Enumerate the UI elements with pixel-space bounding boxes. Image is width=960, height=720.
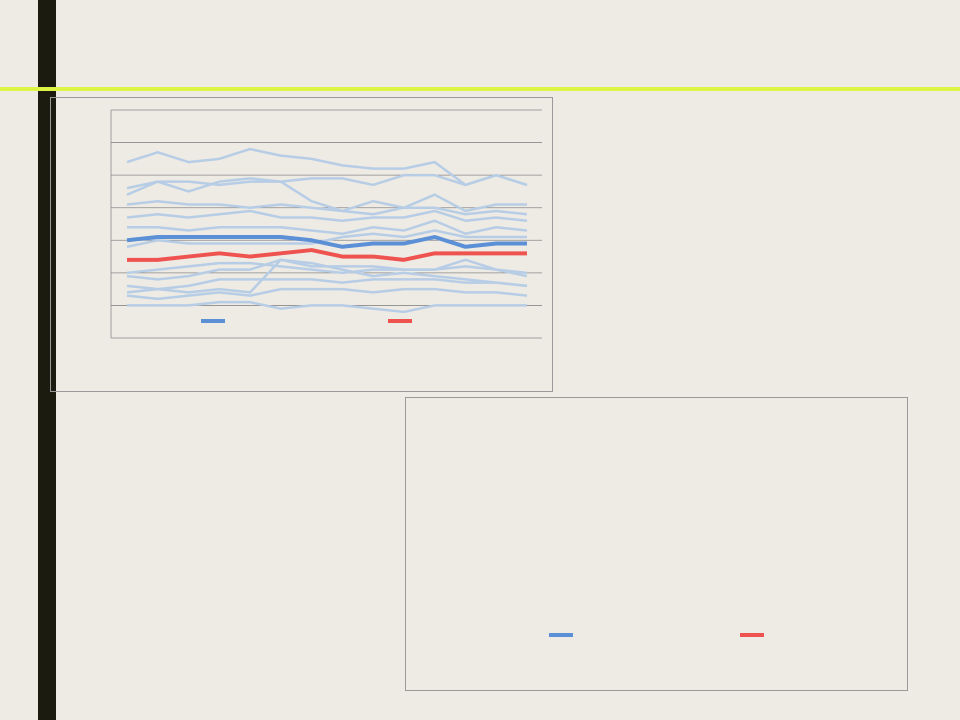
series-line [126,173,528,190]
series-line [126,278,528,291]
series-line [126,147,528,187]
series-line [126,258,528,294]
series-line [127,219,528,236]
series-line [126,229,527,249]
series-line [126,199,528,216]
series-line [126,261,528,275]
accent-line [0,87,960,91]
series-line [127,248,527,262]
series-line [126,287,528,301]
side-bar [38,0,56,720]
chart-frame [405,397,908,691]
series-line [127,300,527,314]
series-line [126,209,528,222]
chart-frame [50,97,553,392]
series-line [126,177,527,213]
series-line [126,235,527,249]
